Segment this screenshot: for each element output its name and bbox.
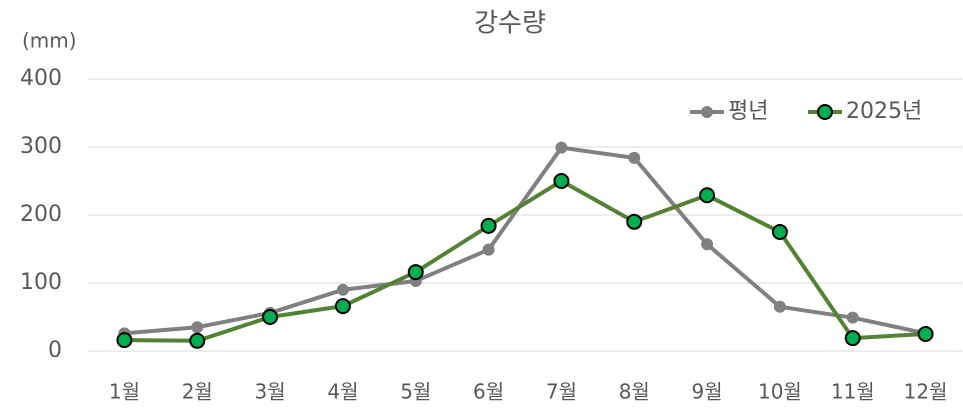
marker	[846, 311, 859, 324]
marker	[844, 330, 861, 347]
marker	[773, 300, 786, 313]
marker	[336, 283, 349, 296]
y-tick-label: 200	[20, 202, 62, 227]
x-tick-label: 1월	[109, 380, 140, 404]
marker	[553, 173, 570, 189]
marker	[334, 298, 351, 315]
y-tick-label: 100	[20, 270, 62, 295]
x-tick-label: 12월	[904, 380, 948, 404]
x-tick-label: 6월	[473, 380, 504, 404]
x-tick-label: 11월	[831, 380, 875, 404]
chart-title: 강수량	[474, 9, 546, 39]
marker	[189, 332, 206, 349]
marker	[480, 217, 497, 234]
x-tick-label: 9월	[692, 380, 723, 404]
legend-label: 2025년	[846, 99, 922, 124]
legend-marker	[701, 106, 713, 118]
x-tick-label: 4월	[327, 380, 358, 404]
marker	[917, 326, 934, 342]
y-axis-label: (mm)	[22, 29, 77, 53]
line	[124, 179, 926, 343]
marker	[628, 151, 641, 164]
x-tick-label: 2월	[182, 380, 213, 404]
marker	[555, 141, 568, 154]
marker	[482, 243, 495, 256]
x-tick-label: 7월	[546, 380, 577, 404]
marker	[407, 264, 424, 281]
x-tick-label: 5월	[400, 380, 431, 404]
y-tick-label: 300	[20, 134, 62, 159]
marker	[191, 321, 204, 334]
marker	[701, 238, 714, 251]
marker	[116, 332, 133, 349]
marker	[262, 309, 279, 325]
y-tick-label: 0	[48, 338, 62, 363]
legend-marker	[817, 104, 833, 120]
marker	[699, 187, 716, 204]
y-tick-label: 400	[20, 66, 62, 91]
marker	[626, 213, 643, 230]
legend-label: 평년	[728, 99, 768, 124]
line	[124, 145, 927, 336]
x-tick-label: 10월	[758, 380, 802, 404]
x-tick-label: 8월	[619, 380, 650, 404]
marker	[771, 224, 788, 240]
x-tick-label: 3월	[255, 380, 286, 404]
